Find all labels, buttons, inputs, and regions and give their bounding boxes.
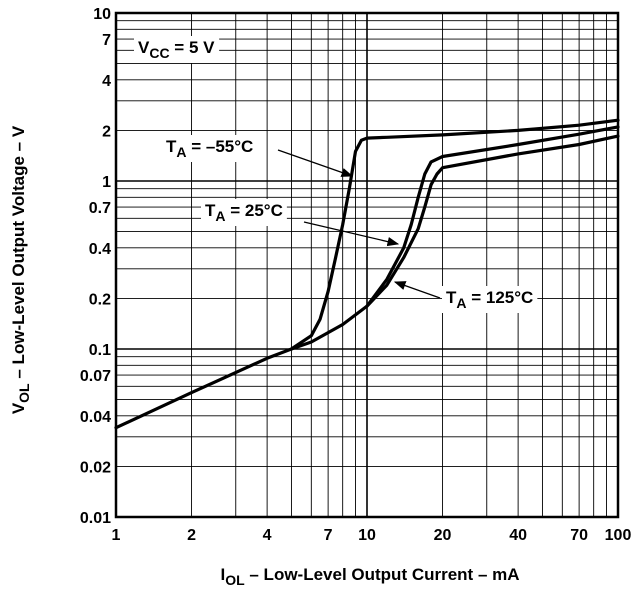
series-arrow-1: [277, 149, 354, 177]
series-label-1-background: [162, 135, 258, 162]
series-line-1: [114, 118, 620, 430]
x-tick-label: 70: [570, 527, 588, 544]
y-tick-label: 0.7: [89, 200, 111, 217]
series-arrow-2: [303, 221, 400, 247]
x-tick-label: 7: [324, 527, 333, 544]
x-axis-title-sub: OL: [225, 572, 245, 588]
series-label-2: TA = 25°C: [205, 201, 283, 224]
vcc-condition-label-background: [134, 36, 220, 63]
y-tick-label: 0.01: [80, 510, 111, 527]
y-tick-label: 4: [102, 73, 111, 90]
y-tick-label: 0.07: [80, 368, 111, 385]
x-axis-title-main: I: [220, 565, 225, 584]
x-tick-label: 4: [263, 527, 272, 544]
y-tick-label: 0.04: [80, 409, 111, 426]
series-line-2: [289, 125, 620, 351]
y-tick-label: 0.2: [89, 291, 111, 308]
x-tick-label: 1: [112, 527, 121, 544]
y-axis-title: VOL – Low-Level Output Voltage – V: [9, 125, 32, 414]
y-axis-title-rest: – Low-Level Output Voltage – V: [9, 125, 28, 383]
series-label-1: TA = –55°C: [166, 137, 253, 160]
series-label-3: TA = 125°C: [446, 288, 533, 311]
annotations: VCC = 5 V TA = –55°C TA = 25°C TA = 125°C: [134, 36, 538, 313]
grid-lines: [116, 13, 618, 517]
y-tick-labels: 0.01 0.02 0.04 0.07 0.1 0.2 0.4 0.7 1 2 4 7 10: [80, 6, 111, 527]
x-tick-label: 2: [187, 527, 196, 544]
curves: [114, 118, 620, 430]
x-tick-label: 20: [434, 527, 452, 544]
series-line-3: [365, 134, 620, 308]
plot-frame: [114, 11, 620, 519]
x-tick-label: 40: [509, 527, 527, 544]
y-axis-title-sub: OL: [16, 383, 32, 403]
y-tick-label: 0.02: [80, 459, 111, 476]
vcc-condition-label: VCC = 5 V: [138, 38, 215, 61]
x-axis-title: IOL – Low-Level Output Current – mA: [220, 565, 519, 588]
series-label-3-background: [442, 286, 538, 313]
series-label-2-background: [201, 199, 287, 226]
x-tick-label: 100: [605, 527, 632, 544]
y-tick-label: 1: [102, 174, 111, 191]
y-tick-label: 0.4: [89, 241, 111, 258]
y-tick-label: 2: [102, 123, 111, 140]
series-arrow-3: [393, 281, 441, 299]
y-tick-label: 7: [102, 32, 111, 49]
y-tick-label: 10: [93, 6, 111, 23]
x-tick-labels: 1 2 4 7 10 20 40 70 100: [112, 527, 632, 544]
x-tick-label: 10: [358, 527, 376, 544]
y-axis-title-main: V: [9, 402, 28, 414]
y-tick-label: 0.1: [89, 342, 111, 359]
x-axis-title-rest: – Low-Level Output Current – mA: [245, 565, 520, 584]
